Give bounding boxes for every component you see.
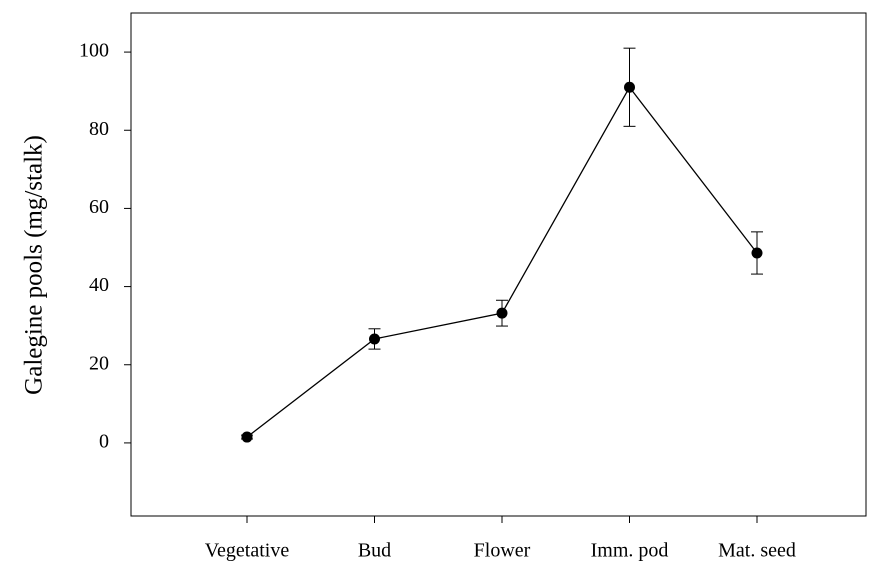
x-tick-label: Imm. pod (591, 540, 669, 562)
data-point (624, 81, 635, 93)
y-axis-label: Galegine pools (mg/stalk) (21, 135, 48, 395)
y-tick-label: 0 (99, 431, 109, 453)
y-tick-label: 20 (89, 352, 109, 374)
x-tick-label: Mat. seed (718, 540, 796, 562)
plot-frame (130, 12, 867, 517)
data-point (496, 307, 508, 319)
data-point (369, 333, 380, 345)
x-tick-label: Bud (358, 540, 391, 562)
line (246, 86, 758, 438)
data-point (751, 247, 763, 259)
x-tick-label: Vegetative (205, 540, 290, 562)
x-tick-label: Flower (474, 540, 531, 562)
y-tick-label: 40 (89, 274, 109, 296)
y-tick-label: 60 (89, 196, 109, 218)
y-tick-label: 100 (79, 40, 109, 62)
data-point (241, 431, 253, 443)
y-tick-label: 80 (89, 118, 109, 140)
